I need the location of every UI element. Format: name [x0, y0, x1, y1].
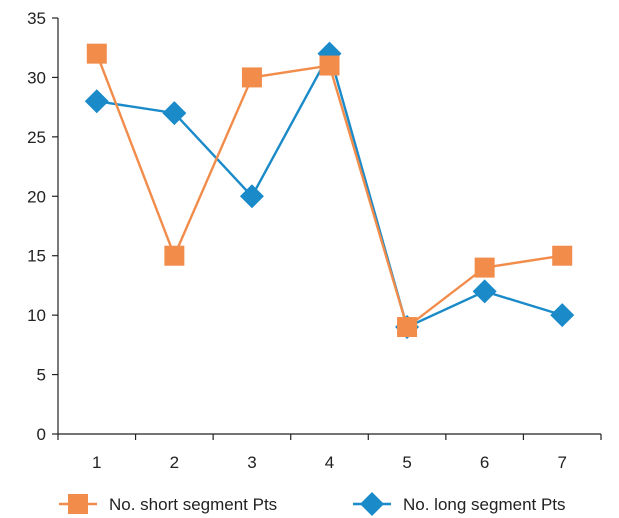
y-tick-label: 25 [27, 128, 46, 147]
legend-label: No. short segment Pts [109, 495, 277, 514]
series-short-segment [86, 43, 573, 338]
legend-label: No. long segment Pts [403, 495, 566, 514]
y-tick-label: 30 [27, 68, 46, 87]
axes [57, 18, 601, 435]
y-tick-label: 15 [27, 247, 46, 266]
data-point [86, 43, 107, 64]
data-point [84, 89, 109, 114]
data-point [164, 245, 185, 266]
series-line [95, 53, 563, 330]
x-tick-label: 2 [170, 453, 179, 472]
data-point [239, 184, 264, 209]
series-layer [84, 41, 575, 340]
series-long-segment [84, 41, 575, 340]
series-line [96, 50, 563, 329]
x-tick-label: 5 [402, 453, 411, 472]
x-tick-label: 7 [557, 453, 566, 472]
data-point [397, 317, 418, 338]
y-tick-label: 35 [27, 9, 46, 28]
x-tick-label: 3 [247, 453, 256, 472]
legend-item: No. short segment Pts [59, 494, 277, 514]
legend-item: No. long segment Pts [353, 492, 566, 516]
x-tick-label: 1 [92, 453, 101, 472]
y-tick-label: 20 [27, 187, 46, 206]
x-ticks: 1 2 3 4 5 6 7 [57, 434, 602, 472]
y-tick-label: 10 [27, 306, 46, 325]
x-tick-label: 4 [325, 453, 334, 472]
legend-square-marker [68, 494, 88, 514]
data-point [162, 101, 187, 126]
y-tick-label: 5 [37, 366, 46, 385]
y-tick-label: 0 [37, 425, 46, 444]
data-point [550, 303, 575, 328]
data-point [474, 257, 495, 278]
legend-diamond-marker [360, 492, 384, 516]
x-tick-label: 6 [480, 453, 489, 472]
y-ticks: 0 5 10 15 20 25 30 35 [27, 9, 58, 444]
legend: No. short segment Pts No. long segment Pt… [59, 492, 566, 516]
data-point [552, 245, 573, 266]
data-point [472, 279, 497, 304]
data-point [319, 55, 340, 76]
data-point [241, 67, 262, 88]
